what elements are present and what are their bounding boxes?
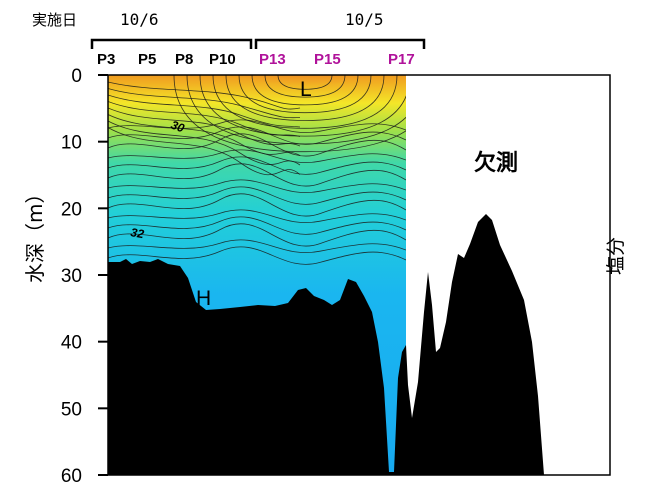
date-bracket-2 <box>254 38 426 49</box>
contour-line <box>264 75 346 98</box>
contour-line <box>277 75 333 90</box>
y-tick-label: 60 <box>61 466 82 483</box>
contour-line <box>108 186 406 205</box>
contour-line <box>108 94 301 128</box>
contour-line <box>108 81 301 110</box>
contour-line <box>238 75 372 114</box>
contour-line <box>108 239 406 253</box>
station-label-p15: P15 <box>314 51 341 68</box>
contour-line <box>108 126 406 145</box>
contour-line <box>108 209 406 223</box>
y-axis-label: 水深（m） <box>23 184 47 283</box>
contour-line <box>108 223 406 247</box>
contour-line <box>108 114 301 156</box>
contour-line <box>108 88 301 119</box>
station-label-p13: P13 <box>259 51 286 68</box>
right-axis-label: 塩分 <box>605 237 627 275</box>
missing-data-label: 欠測 <box>474 150 518 176</box>
contour-line <box>108 216 406 235</box>
contour-line <box>108 101 301 137</box>
station-label-p17: P17 <box>388 51 415 68</box>
date-header-label: 実施日 <box>32 11 77 29</box>
contour-line <box>108 246 406 265</box>
low-marker: L <box>300 78 312 101</box>
date-bracket-1 <box>90 38 253 49</box>
contour-line <box>108 120 301 166</box>
contour-line <box>108 133 406 157</box>
contour-lines <box>108 75 406 265</box>
contour-line <box>108 193 406 217</box>
contour-line <box>251 75 359 106</box>
y-tick-label: 50 <box>61 399 82 420</box>
contour-line <box>108 163 406 187</box>
low-salinity-core <box>195 75 406 130</box>
contour-line <box>186 75 406 145</box>
contour-line <box>212 75 398 129</box>
date-label-2: 10/5 <box>345 10 384 29</box>
y-axis: 0 10 20 30 40 50 60 <box>61 66 108 483</box>
contour-label-30: 30 <box>169 118 187 136</box>
contour-line <box>173 75 406 153</box>
contour-line <box>108 149 406 163</box>
contour-label-32: 32 <box>129 225 145 241</box>
station-label-p10: P10 <box>209 51 236 68</box>
station-label-p5: P5 <box>138 51 156 68</box>
y-tick-label: 10 <box>61 133 82 154</box>
contour-line <box>108 119 406 133</box>
contour-line <box>108 179 406 193</box>
contour-line <box>108 156 406 175</box>
station-label-p8: P8 <box>175 51 193 68</box>
y-tick-label: 20 <box>61 199 82 220</box>
seabed-silhouette <box>108 214 544 475</box>
y-tick-label: 0 <box>71 66 82 87</box>
station-label-p3: P3 <box>97 51 115 68</box>
contour-line <box>199 75 406 137</box>
date-label-1: 10/6 <box>120 10 159 29</box>
y-tick-label: 40 <box>61 333 82 354</box>
y-tick-label: 30 <box>61 266 82 287</box>
high-marker: H <box>196 287 211 310</box>
contour-line <box>225 75 385 121</box>
station-labels: P3 P5 P8 P10 P13 P15 P17 <box>97 51 415 68</box>
